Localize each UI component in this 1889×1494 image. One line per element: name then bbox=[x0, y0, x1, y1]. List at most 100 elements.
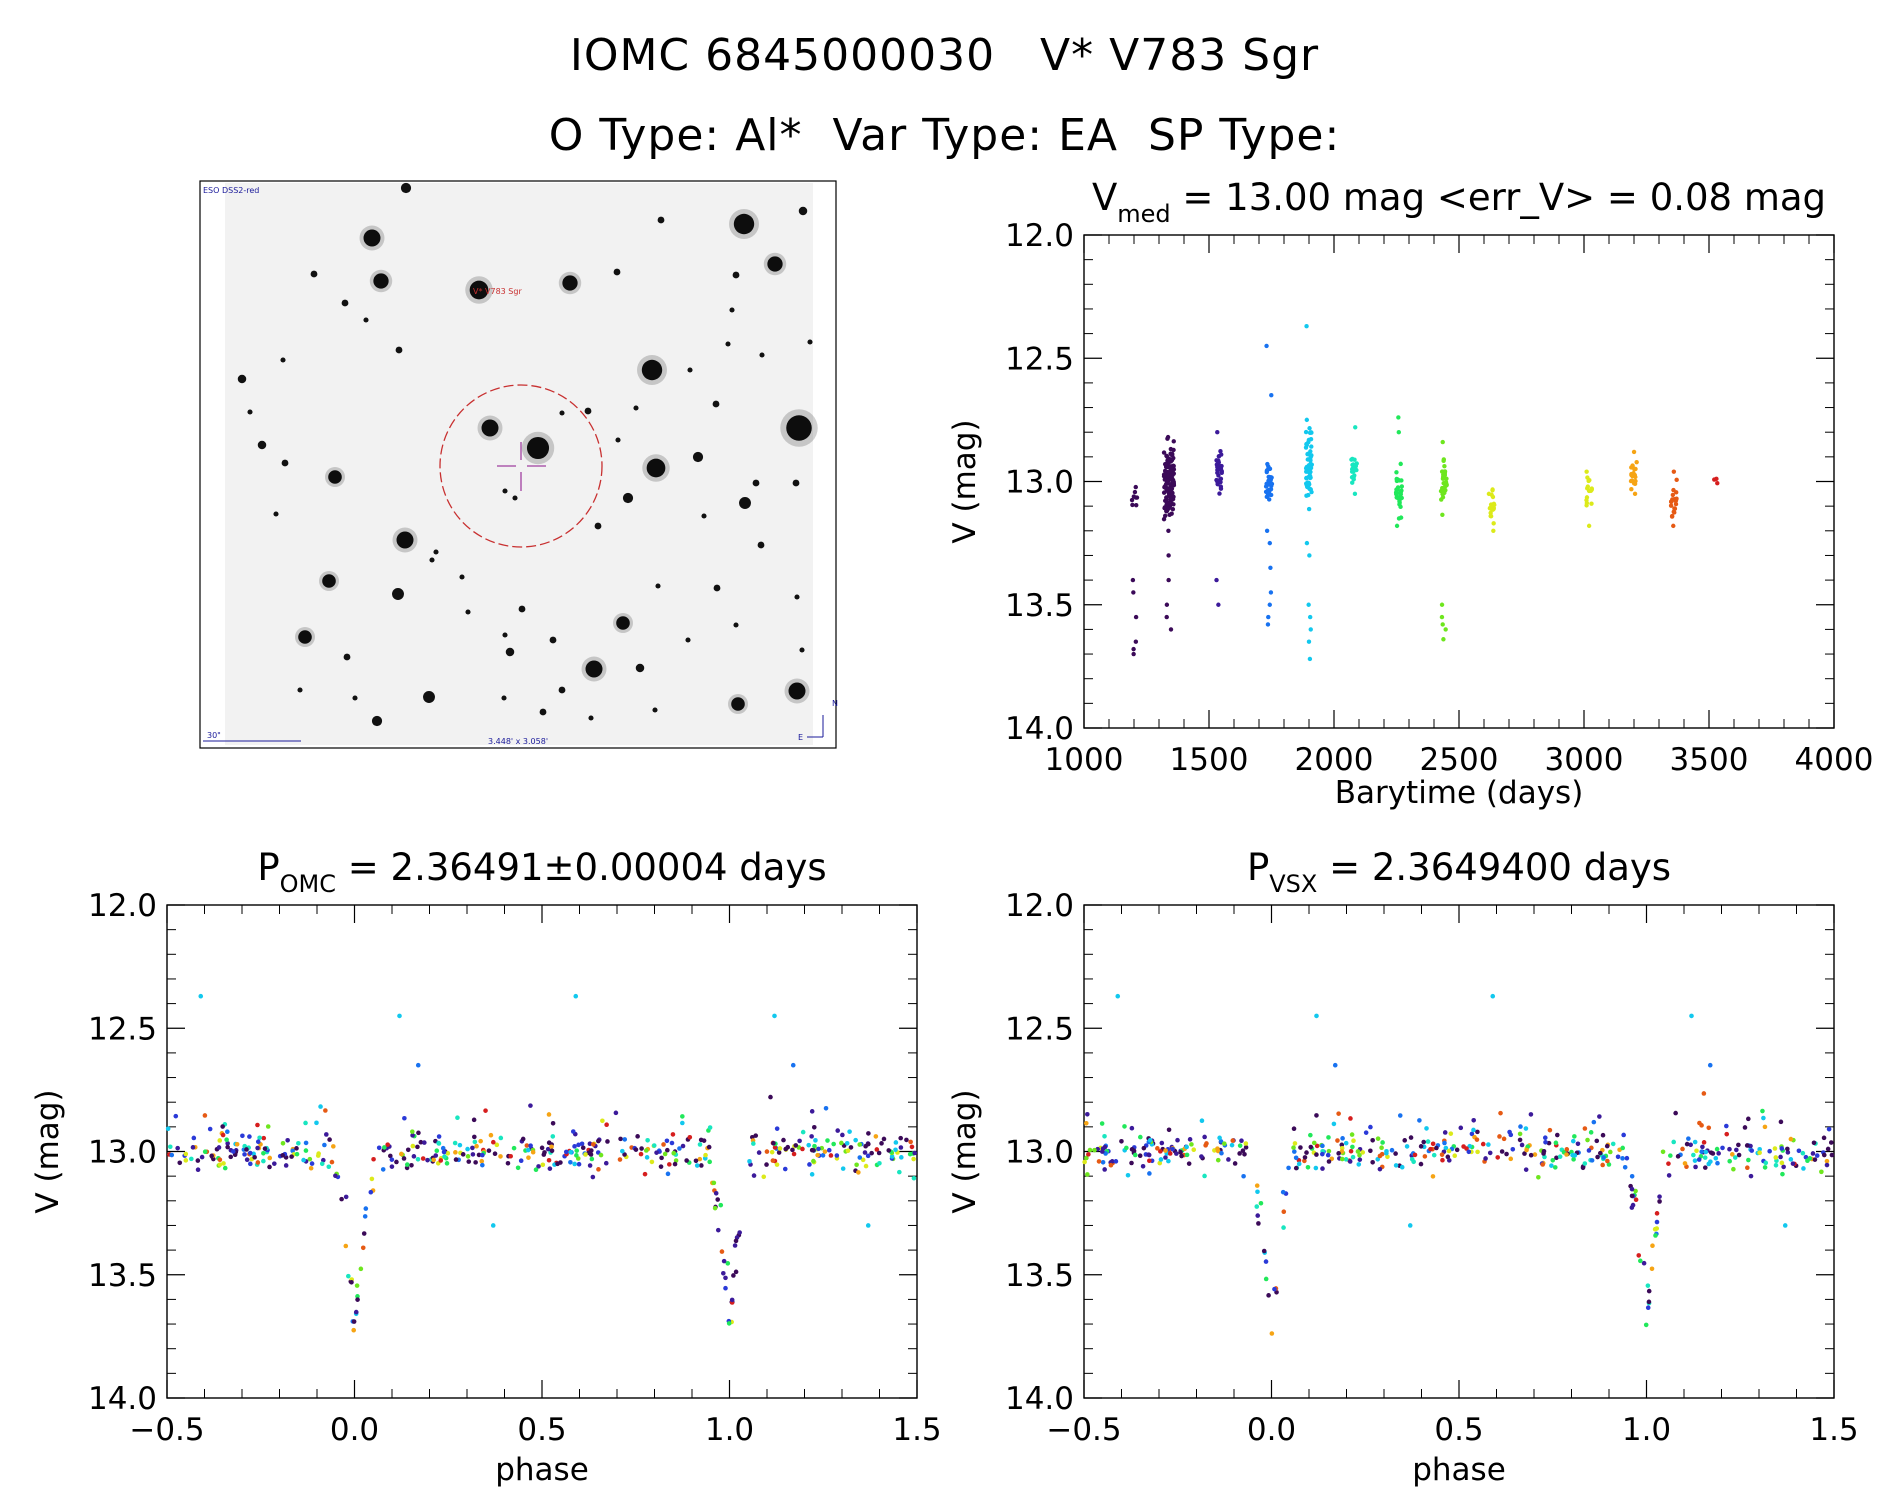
data-point bbox=[1166, 577, 1171, 583]
data-point bbox=[1307, 426, 1312, 431]
data-point bbox=[1216, 602, 1221, 607]
data-point bbox=[1086, 1152, 1091, 1157]
data-point bbox=[813, 1138, 818, 1143]
data-point bbox=[1352, 491, 1358, 497]
phase-vsx-ylabel: V (mag) bbox=[947, 1089, 983, 1213]
data-point bbox=[1424, 1126, 1429, 1131]
data-point bbox=[731, 1273, 736, 1278]
data-point bbox=[198, 993, 204, 999]
data-point bbox=[217, 1138, 223, 1143]
data-point bbox=[1129, 497, 1135, 503]
data-point bbox=[1788, 1157, 1794, 1162]
star bbox=[247, 409, 253, 415]
data-point bbox=[1469, 1131, 1475, 1137]
data-point bbox=[857, 1142, 862, 1147]
data-point bbox=[644, 1155, 650, 1160]
data-point bbox=[296, 1140, 301, 1146]
data-point bbox=[1645, 1305, 1651, 1311]
star bbox=[733, 622, 739, 628]
data-point bbox=[326, 1164, 332, 1170]
data-point bbox=[1788, 1136, 1794, 1142]
data-point bbox=[1803, 1154, 1809, 1160]
data-point bbox=[1218, 1139, 1224, 1144]
data-point bbox=[1767, 1148, 1772, 1154]
data-point bbox=[1488, 513, 1493, 519]
data-point bbox=[1306, 639, 1312, 644]
data-point bbox=[1215, 1146, 1220, 1151]
data-point bbox=[511, 1145, 517, 1151]
star bbox=[713, 584, 721, 592]
finder-sky bbox=[225, 183, 813, 745]
data-point bbox=[598, 1152, 604, 1158]
data-point bbox=[873, 1134, 879, 1139]
data-point bbox=[1412, 1152, 1418, 1158]
data-point bbox=[639, 1146, 644, 1151]
data-point bbox=[1736, 1142, 1741, 1148]
data-point bbox=[1230, 1138, 1236, 1143]
data-point bbox=[911, 1156, 916, 1162]
data-point bbox=[402, 1115, 407, 1121]
star bbox=[310, 270, 318, 278]
data-point bbox=[371, 1156, 376, 1162]
data-point bbox=[303, 1148, 309, 1153]
data-point bbox=[1762, 1124, 1768, 1130]
data-point bbox=[1384, 1150, 1389, 1156]
data-point bbox=[1163, 1155, 1168, 1160]
data-point bbox=[712, 1205, 718, 1211]
data-point bbox=[751, 1141, 756, 1146]
data-point bbox=[1517, 1131, 1523, 1137]
phase_vsx-ytick-label: 12.0 bbox=[1005, 888, 1074, 924]
data-point bbox=[568, 1149, 573, 1155]
star bbox=[692, 451, 704, 463]
data-point bbox=[1689, 1013, 1694, 1019]
data-point bbox=[1308, 487, 1313, 492]
lightcurve-ytick-label: 13.5 bbox=[1005, 588, 1074, 624]
star bbox=[594, 522, 602, 530]
data-point bbox=[809, 1109, 815, 1114]
data-point bbox=[546, 1157, 552, 1163]
data-point bbox=[255, 1160, 261, 1165]
data-point bbox=[820, 1153, 826, 1158]
data-point bbox=[216, 1145, 222, 1150]
data-point bbox=[1303, 429, 1309, 435]
star-halo bbox=[325, 467, 345, 487]
data-point bbox=[774, 1126, 780, 1131]
data-point bbox=[262, 1146, 268, 1151]
data-point bbox=[1439, 1152, 1445, 1157]
data-point bbox=[303, 1120, 308, 1126]
data-point bbox=[1550, 1157, 1556, 1163]
data-point bbox=[1171, 481, 1177, 486]
data-point bbox=[1130, 577, 1136, 583]
star-halo bbox=[581, 656, 607, 682]
data-point bbox=[1141, 1145, 1147, 1151]
data-point bbox=[479, 1158, 485, 1164]
data-point bbox=[777, 1146, 783, 1151]
data-point bbox=[444, 1161, 450, 1166]
data-point bbox=[1360, 1150, 1366, 1155]
data-point bbox=[1761, 1115, 1766, 1121]
phase-vsx-title-main: P bbox=[1247, 846, 1269, 889]
data-point bbox=[1736, 1152, 1742, 1158]
data-point bbox=[721, 1271, 726, 1276]
data-point bbox=[1675, 1154, 1681, 1159]
star bbox=[501, 695, 507, 701]
data-point bbox=[1702, 1155, 1708, 1160]
data-point bbox=[1399, 495, 1404, 501]
data-point bbox=[1646, 1299, 1652, 1305]
data-point bbox=[1763, 1160, 1769, 1166]
data-point bbox=[1309, 444, 1314, 449]
phase-vsx-points bbox=[1082, 993, 1835, 1336]
lightcurve-xtick-label: 3000 bbox=[1545, 742, 1624, 778]
data-point bbox=[1707, 1062, 1713, 1068]
data-point bbox=[1389, 1147, 1395, 1153]
data-point bbox=[1396, 430, 1402, 435]
data-point bbox=[1748, 1173, 1754, 1179]
data-point bbox=[1586, 488, 1592, 494]
data-point bbox=[280, 1153, 285, 1158]
data-point bbox=[1409, 1156, 1415, 1162]
data-point bbox=[1363, 1130, 1369, 1135]
data-point bbox=[1425, 1139, 1431, 1144]
data-point bbox=[826, 1147, 832, 1153]
data-point bbox=[772, 1145, 778, 1150]
data-point bbox=[649, 1159, 655, 1165]
